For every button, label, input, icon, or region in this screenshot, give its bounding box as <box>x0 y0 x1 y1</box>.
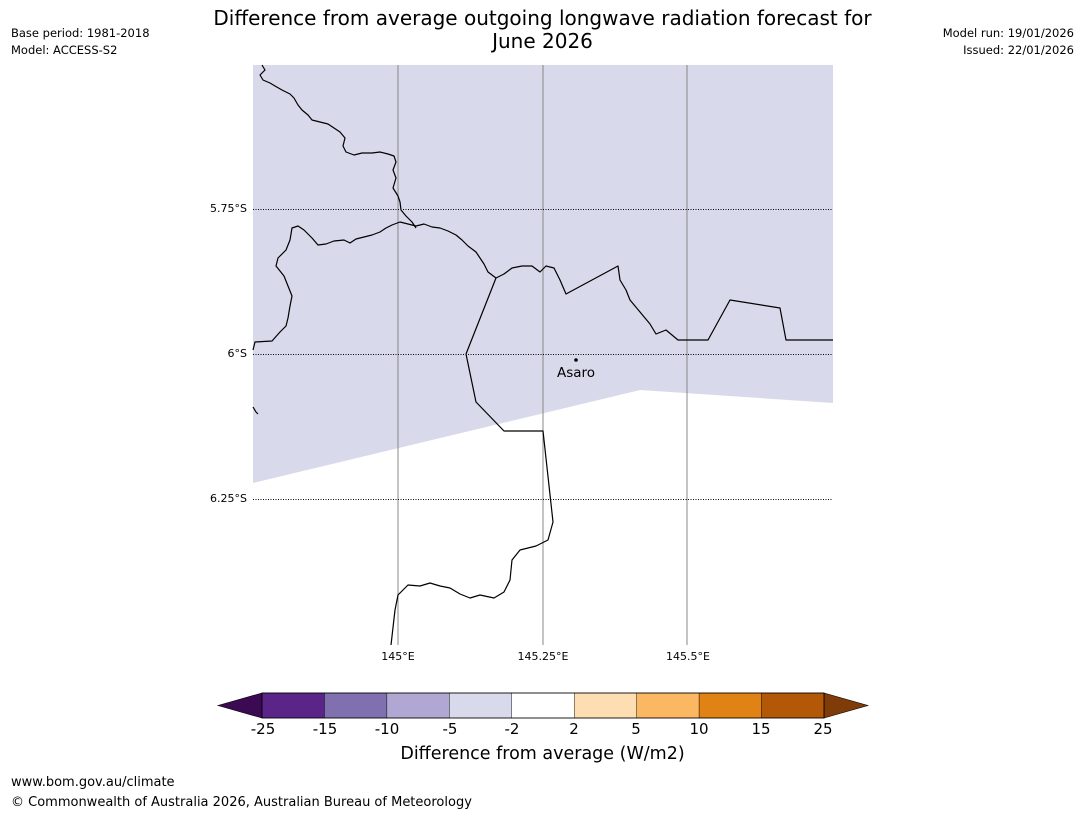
boundary-fragment <box>252 406 259 415</box>
colorbar <box>216 692 870 719</box>
colorbar-tick: -25 <box>250 720 276 738</box>
colorbar-bin <box>511 692 575 719</box>
meta-right: Model run: 19/01/2026 Issued: 22/01/2026 <box>943 25 1074 59</box>
boundary-south <box>390 277 554 646</box>
colorbar-tick: 10 <box>689 720 709 738</box>
footer-copyright: © Commonwealth of Australia 2026, Austra… <box>11 795 472 810</box>
colorbar-bin <box>324 692 388 719</box>
colorbar-tick: 2 <box>569 720 579 738</box>
meta-left: Base period: 1981-2018 Model: ACCESS-S2 <box>11 25 150 59</box>
colorbar-title: Difference from average (W/m2) <box>400 744 685 764</box>
lon-label-145-5: 145.5°E <box>666 650 710 663</box>
place-label-asaro: Asaro <box>557 365 596 381</box>
title-line-2: June 2026 <box>492 29 593 53</box>
issued-date: Issued: 22/01/2026 <box>963 43 1074 57</box>
colorbar-bin <box>574 692 637 719</box>
model-run: Model run: 19/01/2026 <box>942 26 1074 40</box>
colorbar-bin <box>698 692 762 719</box>
colorbar-frame <box>261 692 825 719</box>
place-marker <box>574 358 578 362</box>
colorbar-bin <box>261 692 325 719</box>
colorbar-tick: -10 <box>374 720 400 738</box>
boundary-north <box>259 64 417 229</box>
colorbar-tick: 15 <box>751 720 771 738</box>
colorbar-bin <box>636 692 700 719</box>
colorbar-tick: -15 <box>312 720 338 738</box>
map-title: Difference from average outgoing longwav… <box>0 7 1085 53</box>
lon-label-145-25: 145.25°E <box>517 650 569 663</box>
lat-label-6-25: 6.25°S <box>210 492 247 505</box>
colorbar-tick: -5 <box>442 720 458 738</box>
colorbar-extend-low <box>216 692 263 719</box>
footer-url[interactable]: www.bom.gov.au/climate <box>11 775 175 790</box>
base-period: Base period: 1981-2018 <box>11 26 150 40</box>
colorbar-extend-high <box>823 692 870 719</box>
lon-label-145: 145°E <box>381 650 415 663</box>
colorbar-bin <box>449 692 512 719</box>
colorbar-tick: -2 <box>504 720 520 738</box>
model-name: Model: ACCESS-S2 <box>11 43 118 57</box>
colorbar-tick: 5 <box>631 720 641 738</box>
lat-label-5-75: 5.75°S <box>210 202 247 215</box>
colorbar-bin <box>386 692 450 719</box>
title-line-1: Difference from average outgoing longwav… <box>213 6 872 30</box>
boundaries <box>252 64 833 646</box>
colorbar-bin <box>761 692 825 719</box>
lat-label-6: 6°S <box>227 347 247 360</box>
boundary-west <box>252 221 833 351</box>
colorbar-tick: 25 <box>813 720 833 738</box>
